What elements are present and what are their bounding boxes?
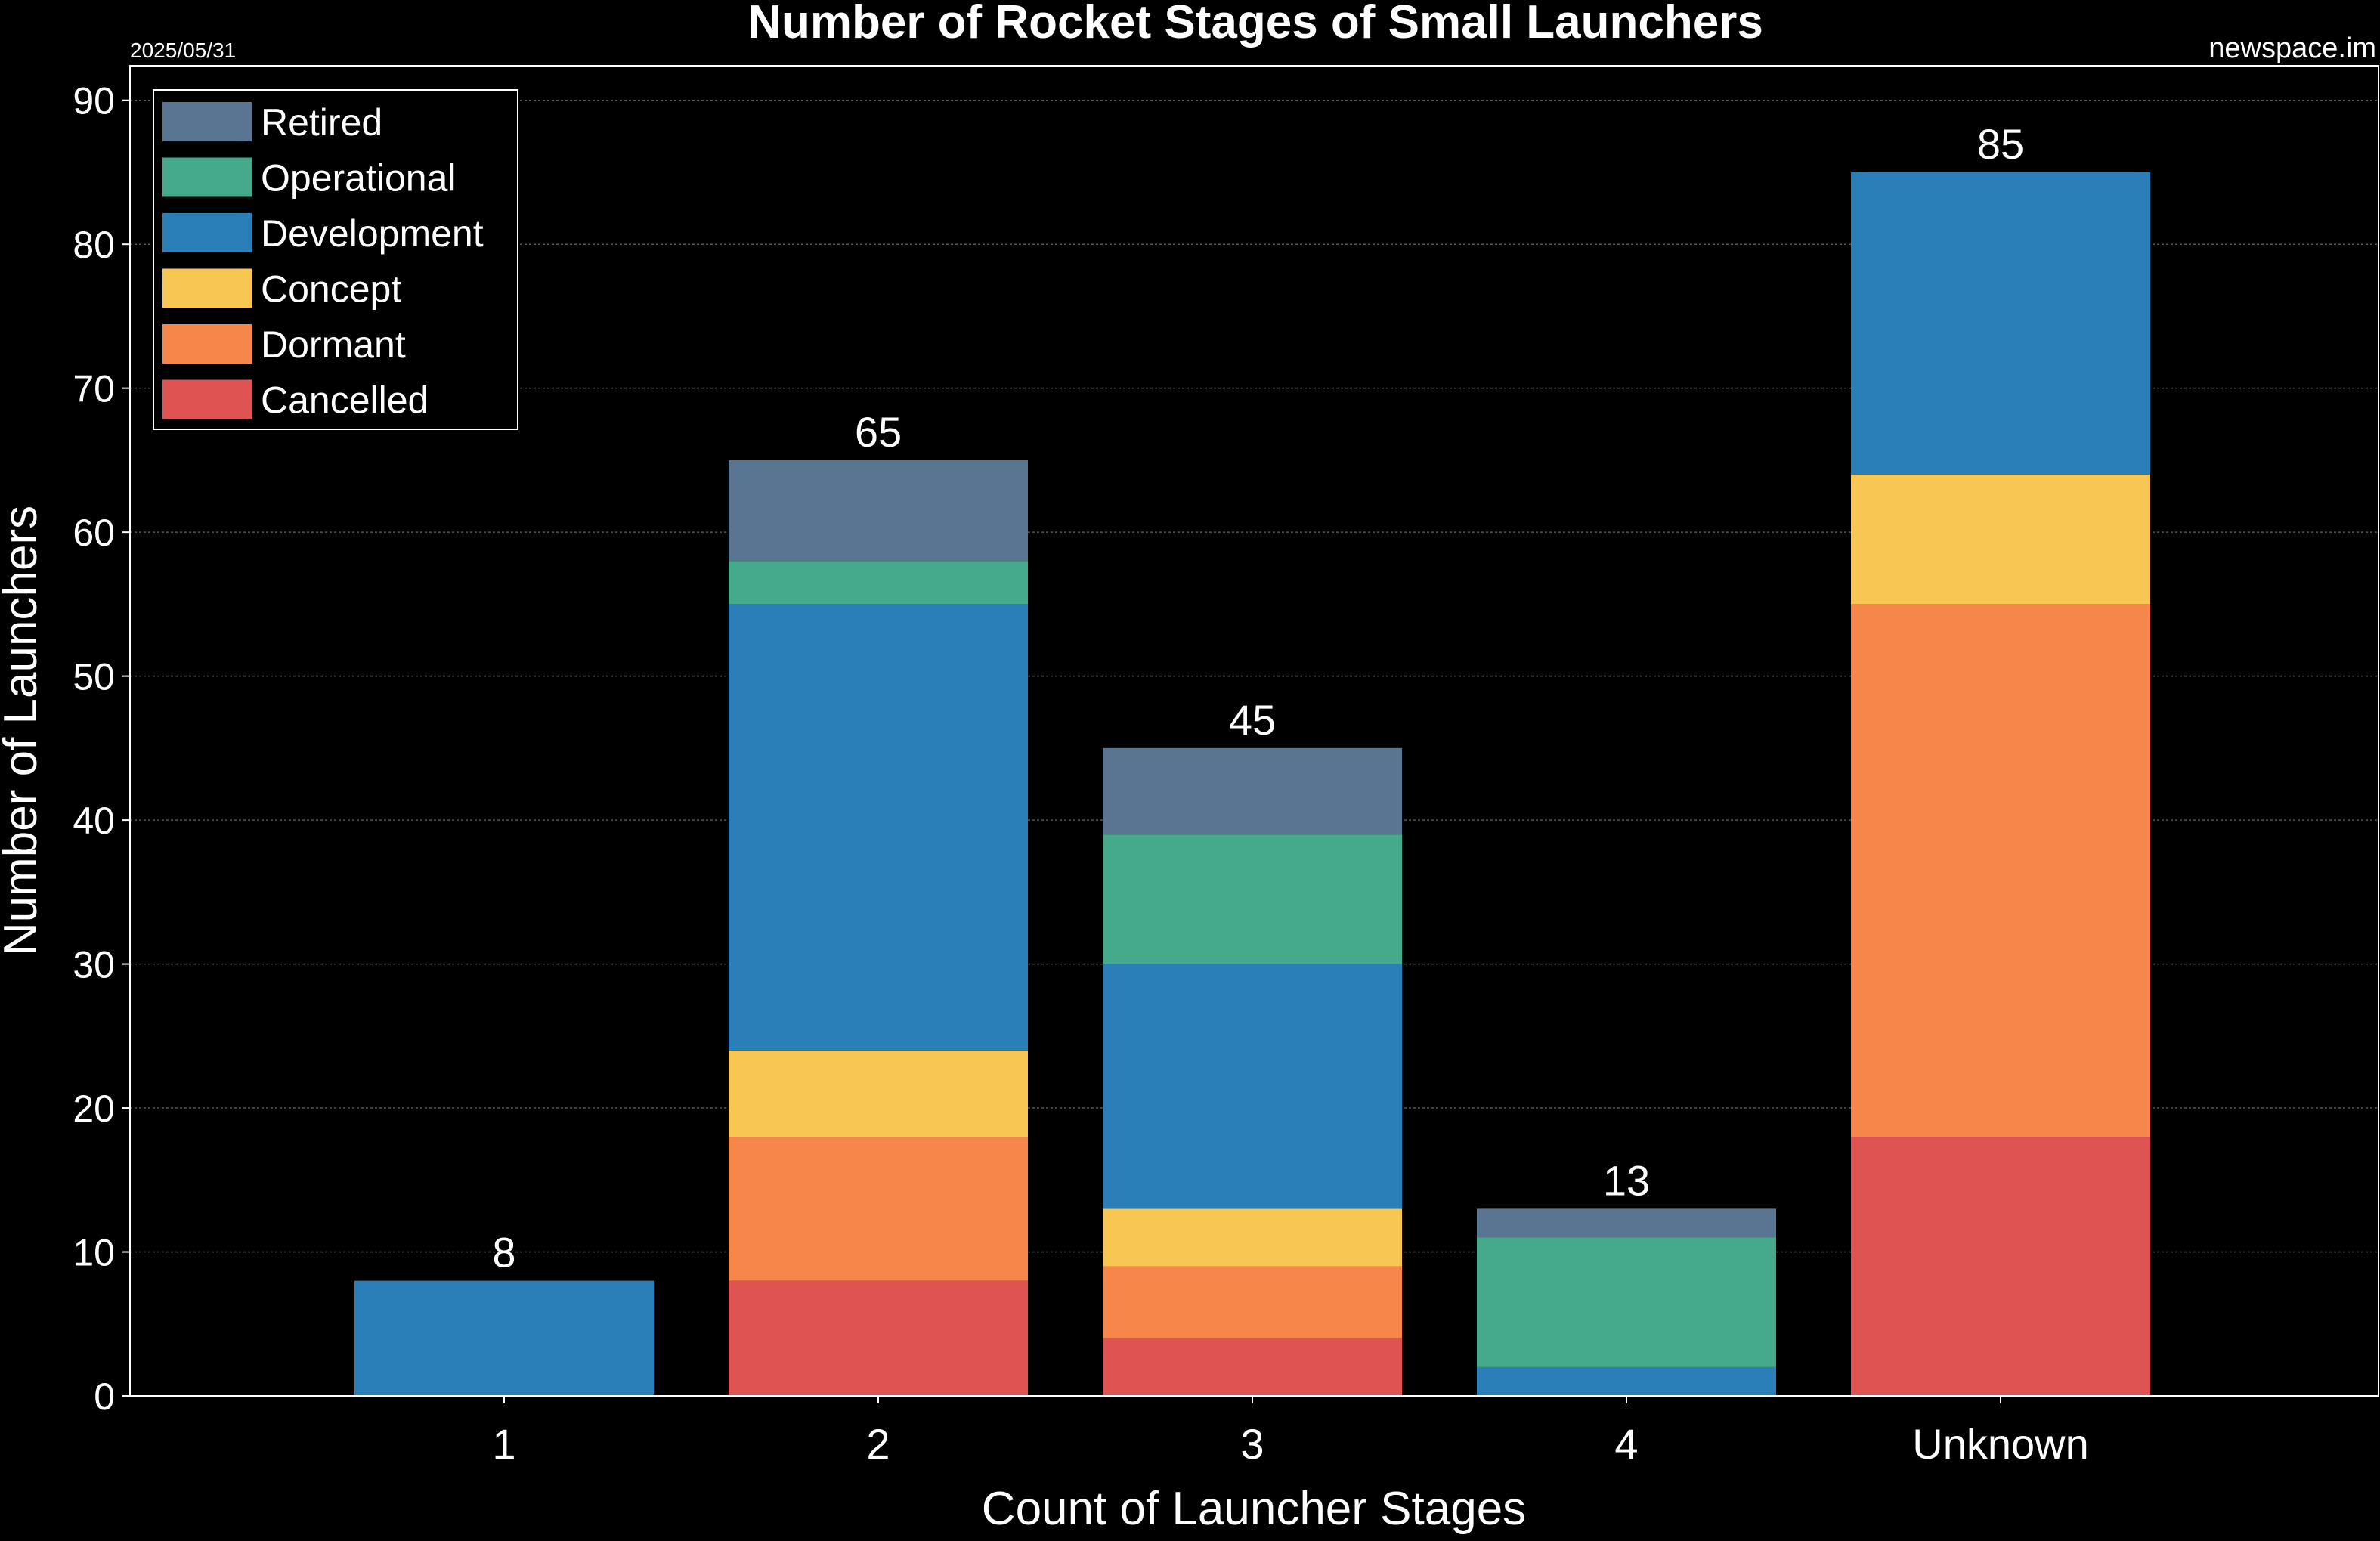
- bar-segment-development: [1477, 1366, 1776, 1396]
- bar-segment-operational: [729, 561, 1028, 605]
- y-tick-label: 80: [73, 224, 115, 266]
- legend-label-development: Development: [261, 212, 484, 255]
- bar-segment-retired: [1477, 1208, 1776, 1238]
- x-axis-label: Count of Launcher Stages: [982, 1483, 1526, 1535]
- bar-segment-cancelled: [1851, 1137, 2150, 1396]
- legend-label-cancelled: Cancelled: [261, 379, 429, 422]
- y-axis-label: Number of Launchers: [0, 506, 47, 956]
- y-tick-label: 90: [73, 80, 115, 122]
- legend-swatch-development: [162, 213, 252, 252]
- y-tick-label: 20: [73, 1088, 115, 1130]
- bar-total-label: 65: [855, 408, 902, 456]
- legend-label-retired: Retired: [261, 101, 382, 144]
- plot-frame: [129, 65, 2379, 1397]
- bar-segment-development: [729, 604, 1028, 1051]
- y-tick-label: 0: [94, 1375, 115, 1418]
- legend-swatch-retired: [162, 102, 252, 141]
- bar-segment-development: [1103, 964, 1402, 1209]
- x-tick-label: Unknown: [1912, 1420, 2088, 1468]
- y-tick-label: 30: [73, 944, 115, 986]
- legend-box: [153, 89, 518, 430]
- y-tick-label: 50: [73, 656, 115, 698]
- y-tick-label: 10: [73, 1232, 115, 1274]
- legend-swatch-dormant: [162, 324, 252, 364]
- chart-title: Number of Rocket Stages of Small Launche…: [747, 0, 1763, 48]
- y-tick-label: 70: [73, 368, 115, 410]
- legend-swatch-cancelled: [162, 379, 252, 419]
- chart-date: 2025/05/31: [130, 39, 236, 62]
- bar-segment-dormant: [1103, 1266, 1402, 1338]
- bar-segment-concept: [1851, 474, 2150, 605]
- legend-swatch-concept: [162, 268, 252, 308]
- bar-segment-operational: [1103, 834, 1402, 964]
- legend-label-dormant: Dormant: [261, 323, 406, 366]
- x-tick-label: 2: [866, 1420, 890, 1468]
- bar-total-label: 13: [1603, 1156, 1650, 1204]
- bar-segment-concept: [1103, 1208, 1402, 1267]
- x-tick-label: 1: [492, 1420, 515, 1468]
- bar-total-label: 85: [1977, 120, 2024, 168]
- bar-total-labels: 8 65 45 13 85: [492, 120, 2024, 1276]
- legend-swatch-operational: [162, 157, 252, 197]
- legend-label-operational: Operational: [261, 157, 457, 200]
- y-axis-ticks: 0 10 20 30 40 50 60 70 80 90: [73, 80, 130, 1418]
- legend-label-concept: Concept: [261, 268, 401, 311]
- legend: Retired Operational Development Concept Dorm…: [153, 89, 518, 430]
- chart-source: newspace.im: [2208, 32, 2376, 64]
- bar-segment-development: [1851, 172, 2150, 475]
- bar-segment-development: [354, 1280, 654, 1396]
- bar-segment-cancelled: [729, 1280, 1028, 1396]
- x-tick-label: 4: [1614, 1420, 1638, 1468]
- bar-segment-dormant: [1851, 604, 2150, 1137]
- bar-segment-retired: [729, 460, 1028, 562]
- y-tick-label: 40: [73, 800, 115, 842]
- bar-total-label: 45: [1229, 696, 1276, 744]
- y-tick-label: 60: [73, 512, 115, 554]
- bar-segment-retired: [1103, 747, 1402, 835]
- x-tick-label: 3: [1240, 1420, 1264, 1468]
- bar-total-label: 8: [492, 1229, 515, 1276]
- bar-segment-operational: [1477, 1237, 1776, 1367]
- bar-segment-concept: [729, 1050, 1028, 1137]
- bar-segment-cancelled: [1103, 1338, 1402, 1396]
- x-axis-ticks: 1 2 3 4 Unknown: [492, 1396, 2089, 1468]
- bars: [354, 172, 2150, 1396]
- bar-segment-dormant: [729, 1137, 1028, 1281]
